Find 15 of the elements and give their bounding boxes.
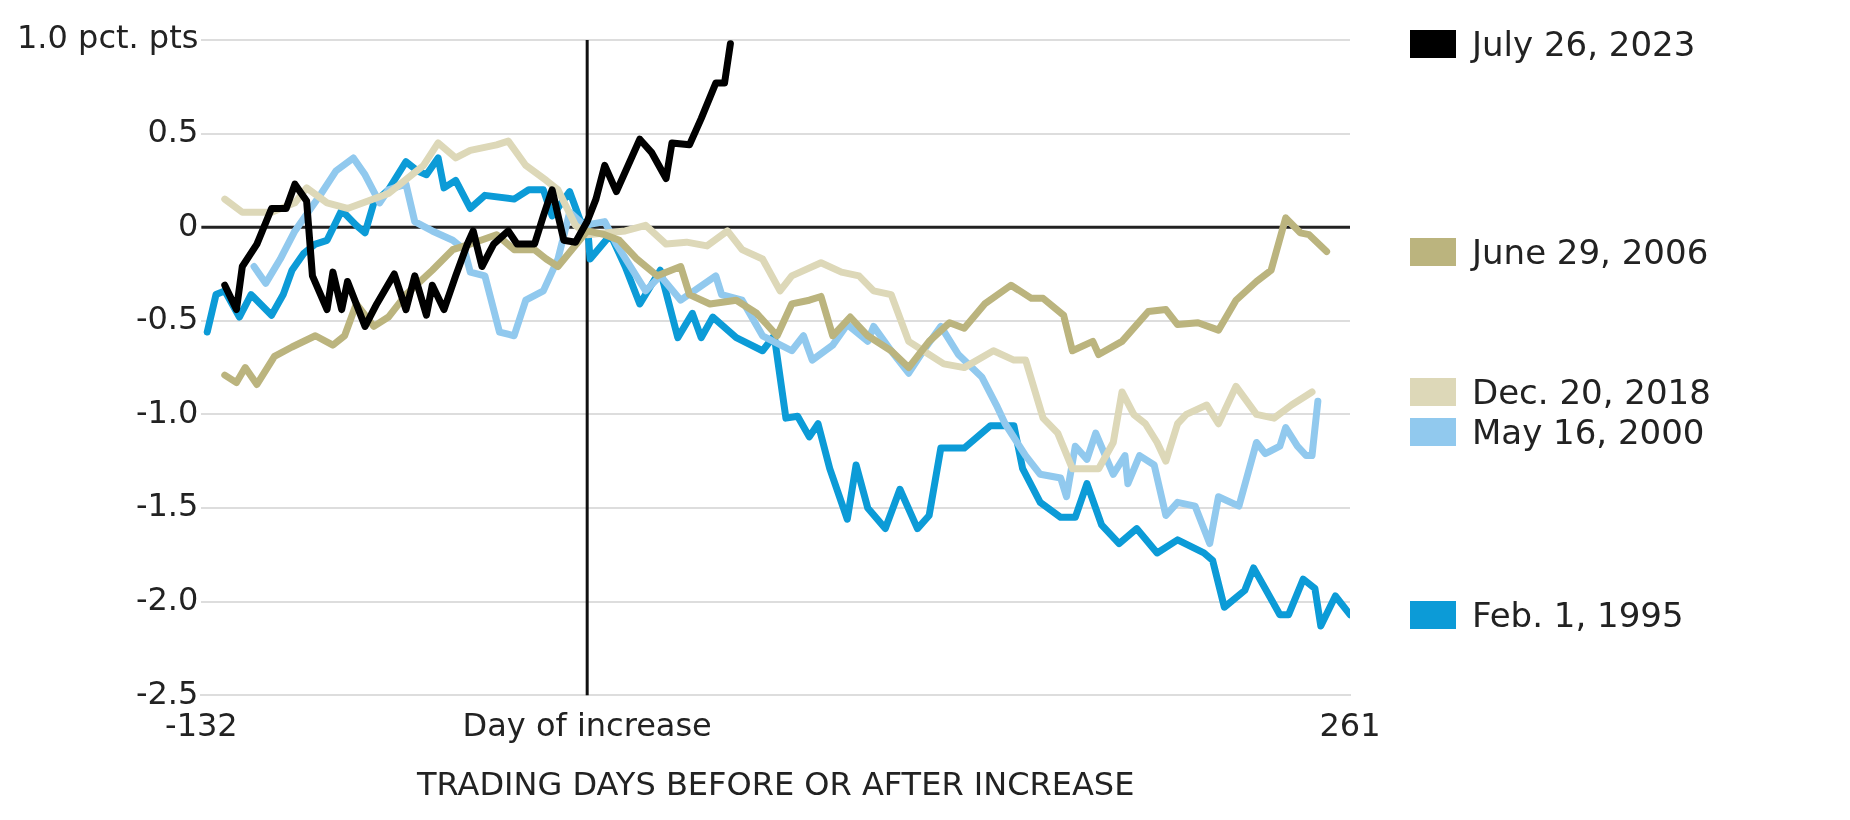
y-tick-label: -2.0 <box>135 579 199 618</box>
y-tick-label: -1.5 <box>135 486 199 525</box>
x-tick-label: 261 <box>1319 705 1381 744</box>
legend-label: July 26, 2023 <box>1472 23 1696 64</box>
y-tick-label: 1.0 pct. pts <box>17 18 199 57</box>
x-tick-label: Day of increase <box>462 705 712 744</box>
legend-label: Dec. 20, 2018 <box>1472 371 1711 412</box>
y-tick-label: -0.5 <box>135 299 199 338</box>
legend-label: May 16, 2000 <box>1472 411 1705 452</box>
legend-label: Feb. 1, 1995 <box>1472 594 1684 635</box>
y-tick-label: -1.0 <box>135 392 199 431</box>
y-tick-label: 0 <box>178 205 199 244</box>
legend-label: June 29, 2006 <box>1472 231 1709 272</box>
y-tick-label: 0.5 <box>147 111 199 150</box>
x-axis-title: TRADING DAYS BEFORE OR AFTER INCREASE <box>416 765 1135 804</box>
